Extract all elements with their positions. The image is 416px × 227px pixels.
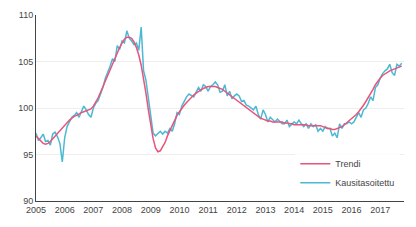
- svg-text:Trendi: Trendi: [335, 159, 360, 169]
- svg-text:2015: 2015: [313, 205, 333, 215]
- svg-text:100: 100: [18, 103, 33, 113]
- svg-text:2005: 2005: [26, 205, 46, 215]
- svg-text:90: 90: [23, 196, 33, 206]
- svg-text:2011: 2011: [198, 205, 217, 215]
- svg-text:2016: 2016: [341, 205, 361, 215]
- svg-text:2006: 2006: [55, 205, 75, 215]
- svg-text:105: 105: [18, 57, 33, 67]
- svg-text:2008: 2008: [112, 205, 132, 215]
- svg-text:2012: 2012: [227, 205, 247, 215]
- svg-text:2014: 2014: [284, 205, 304, 215]
- svg-text:110: 110: [19, 10, 33, 20]
- svg-text:Kausitasoitettu: Kausitasoitettu: [335, 178, 394, 188]
- svg-text:2017: 2017: [370, 205, 390, 215]
- svg-text:2013: 2013: [255, 205, 275, 215]
- svg-text:95: 95: [23, 150, 33, 160]
- svg-text:2010: 2010: [169, 205, 189, 215]
- svg-text:2009: 2009: [141, 205, 161, 215]
- svg-text:2007: 2007: [83, 205, 103, 215]
